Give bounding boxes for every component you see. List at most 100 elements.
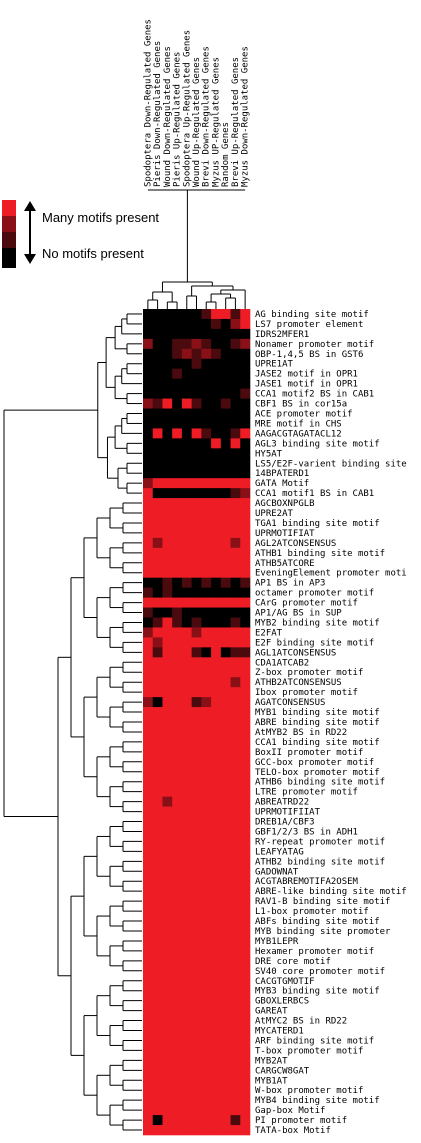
heatmap-cell <box>220 328 231 340</box>
heatmap-cell <box>191 995 202 1006</box>
heatmap-cell <box>143 478 154 489</box>
heatmap-cell <box>230 517 241 529</box>
heatmap-cell <box>191 458 202 469</box>
heatmap-cell <box>152 607 163 618</box>
row-label: LTRE promoter motif <box>255 788 358 798</box>
heatmap-cell <box>162 557 173 569</box>
heatmap-cell <box>201 498 212 509</box>
heatmap-cell <box>211 687 222 698</box>
heatmap-cell <box>162 1085 173 1096</box>
heatmap-cell <box>191 348 202 360</box>
heatmap-cell <box>191 388 202 399</box>
heatmap-cell <box>230 667 241 678</box>
heatmap-cell <box>201 697 212 708</box>
heatmap-cell <box>230 647 241 658</box>
heatmap-cell <box>181 527 192 539</box>
heatmap-cell <box>220 746 231 758</box>
heatmap-cell <box>230 309 241 320</box>
heatmap-cell <box>181 418 192 429</box>
heatmap-cell <box>172 597 183 608</box>
heatmap-cell <box>162 916 173 927</box>
heatmap-cell <box>143 975 154 987</box>
heatmap-cell <box>240 776 251 787</box>
heatmap-cell <box>162 338 173 350</box>
heatmap-cell <box>152 945 163 957</box>
heatmap-cell <box>143 786 154 797</box>
heatmap-cell <box>220 309 231 320</box>
heatmap-cell <box>240 707 251 718</box>
heatmap-cell <box>240 328 251 340</box>
heatmap-cell <box>152 1055 163 1066</box>
heatmap-cell <box>143 398 154 409</box>
heatmap-cell <box>220 736 231 748</box>
heatmap-cell <box>181 776 192 787</box>
heatmap-cell <box>230 746 241 758</box>
column-label: Wound Down-Regulated Genes <box>163 46 173 187</box>
heatmap-cell <box>162 896 173 907</box>
heatmap-cell <box>181 667 192 678</box>
heatmap-cell <box>240 1085 251 1096</box>
heatmap-cell <box>201 736 212 748</box>
heatmap-cell <box>143 368 154 379</box>
heatmap-cell <box>191 896 202 907</box>
heatmap-cell <box>191 537 202 549</box>
row-label: MYCATERD1 <box>255 1027 304 1037</box>
heatmap-cell <box>152 667 163 678</box>
heatmap-cell <box>152 965 163 977</box>
heatmap-cell <box>162 398 173 409</box>
row-label: MYB1LEPR <box>255 937 299 947</box>
heatmap-cell <box>201 786 212 797</box>
heatmap-cell <box>162 1045 173 1056</box>
heatmap-cell <box>211 657 222 668</box>
heatmap-cell <box>191 985 202 996</box>
heatmap-cell <box>162 746 173 758</box>
heatmap-cell <box>211 358 222 370</box>
heatmap-cell <box>230 736 241 748</box>
heatmap-cell <box>181 567 192 578</box>
row-label: CCA1 motif2 BS in CAB1 <box>255 390 374 400</box>
heatmap-cell <box>240 1095 251 1106</box>
heatmap-cell <box>240 488 251 499</box>
heatmap-cell <box>201 328 212 340</box>
heatmap-cell <box>220 617 231 628</box>
heatmap-cell <box>220 896 231 907</box>
heatmap-cell <box>230 587 241 598</box>
heatmap-cell <box>240 408 251 419</box>
heatmap-cell <box>143 448 154 459</box>
heatmap-cell <box>201 766 212 778</box>
heatmap-cell <box>230 806 241 817</box>
row-label: AGL2ATCONSENSUS <box>255 539 336 549</box>
heatmap-cell <box>240 498 251 509</box>
heatmap-cell <box>172 975 183 987</box>
heatmap-cell <box>191 1035 202 1046</box>
heatmap-cell <box>143 428 154 439</box>
column-label: Spodoptera Up-Regulated Genes <box>182 30 192 187</box>
heatmap-cell <box>181 955 192 967</box>
heatmap-cell <box>172 488 183 499</box>
heatmap-cell <box>143 338 154 350</box>
heatmap-cell <box>181 1075 192 1086</box>
heatmap-cell <box>143 348 154 360</box>
heatmap-cell <box>143 1065 154 1076</box>
heatmap-cell <box>181 577 192 588</box>
heatmap-cell <box>152 985 163 996</box>
heatmap-cell <box>143 458 154 469</box>
heatmap-cell <box>220 1085 231 1096</box>
heatmap-cell <box>143 637 154 648</box>
heatmap-cell <box>201 1025 212 1036</box>
heatmap-cell <box>172 587 183 598</box>
heatmap-cell <box>220 368 231 379</box>
heatmap-cell <box>172 1045 183 1056</box>
heatmap-cell <box>230 995 241 1006</box>
heatmap-cell <box>172 348 183 360</box>
heatmap-cell <box>172 896 183 907</box>
heatmap-cell <box>152 935 163 947</box>
heatmap-cell <box>220 955 231 967</box>
heatmap-cell <box>162 965 173 977</box>
heatmap-cell <box>162 1115 173 1126</box>
heatmap-cell <box>143 408 154 419</box>
heatmap-cell <box>220 756 231 768</box>
heatmap-cell <box>162 776 173 787</box>
heatmap-cell <box>162 975 173 987</box>
heatmap-cell <box>191 309 202 320</box>
